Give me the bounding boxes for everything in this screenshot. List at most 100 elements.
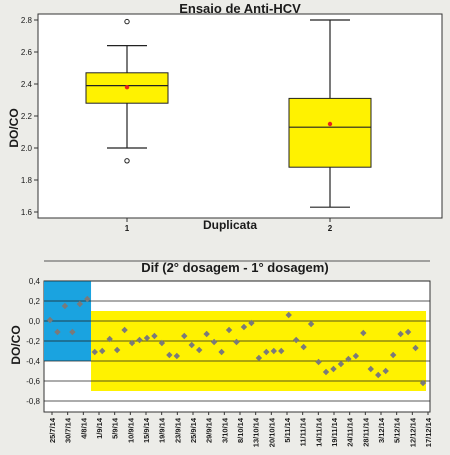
data-point: [69, 328, 76, 336]
box-plot-x-axis-label: Duplicata: [203, 218, 257, 232]
data-point: [248, 319, 255, 327]
y-tick-label: 0,0: [29, 317, 41, 326]
mean-marker: [124, 85, 130, 90]
data-point: [397, 330, 404, 338]
data-point: [173, 352, 181, 360]
x-tick-label: 19/11/14: [330, 417, 339, 447]
x-tick-label: 19/9/14: [158, 417, 167, 443]
x-tick-label: 5/9/14: [111, 417, 120, 439]
data-point: [307, 320, 315, 328]
y-tick-label: 0,4: [29, 277, 41, 286]
x-tick-label: 14/11/14: [314, 417, 323, 447]
data-point: [285, 311, 292, 319]
x-tick-label: 20/10/14: [267, 417, 276, 447]
y-tick-label: -0,2: [26, 337, 40, 346]
x-tick-label: 1/9/14: [95, 417, 104, 439]
data-point: [375, 371, 382, 379]
data-point: [46, 316, 54, 324]
x-tick-label: 17/12/14: [424, 417, 433, 447]
data-point: [382, 367, 389, 375]
mean-marker: [327, 121, 333, 127]
y-tick-label: 2.8: [21, 16, 33, 25]
data-point: [106, 335, 113, 343]
data-point: [218, 348, 225, 356]
data-point: [210, 338, 218, 346]
data-point: [54, 328, 61, 336]
data-point: [61, 302, 69, 310]
box-plot-y-axis-label: DO/CO: [7, 108, 21, 147]
data-point: [136, 336, 143, 344]
data-point: [158, 339, 166, 347]
data-point: [352, 352, 360, 360]
data-point: [270, 347, 277, 355]
data-point: [240, 323, 248, 331]
box-plot-title: Ensaio de Anti-HCV: [179, 1, 301, 16]
data-point: [128, 339, 136, 347]
data-point: [404, 328, 412, 336]
data-point: [278, 347, 285, 355]
y-tick-label: -0,8: [26, 397, 40, 406]
y-tick-label: -0,4: [26, 357, 40, 366]
x-tick-label: 10/9/14: [126, 417, 135, 443]
y-tick-label: -0,6: [26, 377, 40, 386]
outlier-point: [124, 158, 130, 164]
outlier-point: [124, 18, 130, 25]
data-point: [360, 329, 367, 337]
x-tick-label: 1: [125, 224, 130, 233]
y-tick-label: 1.8: [21, 176, 33, 185]
data-point: [345, 355, 352, 363]
data-point: [196, 346, 203, 354]
x-tick-label: 5/12/14: [393, 417, 402, 443]
data-point: [166, 351, 173, 359]
x-tick-label: 4/8/14: [79, 417, 88, 439]
data-point: [322, 368, 330, 376]
x-tick-label: 3/12/14: [377, 417, 386, 443]
data-point: [113, 346, 121, 354]
data-point: [151, 332, 158, 340]
x-tick-label: 8/10/14: [236, 417, 245, 443]
data-point: [367, 365, 374, 373]
x-tick-label: 25/9/14: [189, 417, 198, 443]
x-tick-label: 2: [328, 224, 333, 233]
data-point: [233, 338, 240, 346]
data-point: [389, 351, 397, 359]
box-iqr: [288, 97, 372, 168]
x-tick-label: 24/11/14: [346, 417, 355, 447]
x-tick-label: 12/12/14: [408, 417, 417, 447]
data-point: [300, 343, 307, 351]
box-plot-chart: Ensaio de Anti-HCV DO/CO Duplicata 1.6 1.…: [7, 1, 443, 233]
y-tick-label: 2.2: [21, 112, 33, 121]
x-tick-label: 5/11/14: [283, 417, 292, 442]
y-tick-label: 1.6: [21, 208, 33, 217]
yellow-band: [91, 311, 426, 391]
data-point: [76, 300, 84, 308]
y-tick-label: 0,2: [29, 297, 41, 306]
x-tick-label: 13/10/14: [252, 417, 261, 447]
data-point: [203, 330, 210, 338]
x-tick-label: 23/9/14: [173, 417, 182, 443]
x-tick-label: 30/7/14: [64, 417, 73, 443]
x-tick-label: 29/9/14: [205, 417, 214, 443]
y-tick-label: 2.6: [21, 48, 33, 57]
scatter-svg: Dif (2° dosagem - 1° dosagem) DO/CO 0,80…: [9, 237, 433, 447]
scatter-title: Dif (2° dosagem - 1° dosagem): [141, 260, 328, 275]
data-point: [84, 295, 91, 303]
x-tick-label: 28/11/14: [361, 417, 370, 447]
data-point: [263, 348, 270, 356]
data-point: [337, 360, 345, 368]
data-point: [121, 326, 128, 334]
x-tick-label: 11/11/14: [299, 417, 308, 446]
y-tick-label: 2.4: [21, 80, 33, 89]
data-point: [188, 341, 195, 349]
data-point: [419, 379, 427, 387]
box-plot-area: [37, 13, 443, 219]
scatter-y-axis-label: DO/CO: [9, 325, 23, 364]
data-point: [292, 336, 300, 344]
data-point: [91, 348, 98, 356]
data-point: [181, 332, 188, 340]
scatter-chart: Dif (2° dosagem - 1° dosagem) DO/CO 0,80…: [0, 237, 450, 455]
y-tick-label: 2.0: [21, 144, 33, 153]
data-point: [143, 334, 151, 342]
data-point: [255, 354, 263, 362]
x-tick-label: 25/7/14: [48, 417, 57, 443]
